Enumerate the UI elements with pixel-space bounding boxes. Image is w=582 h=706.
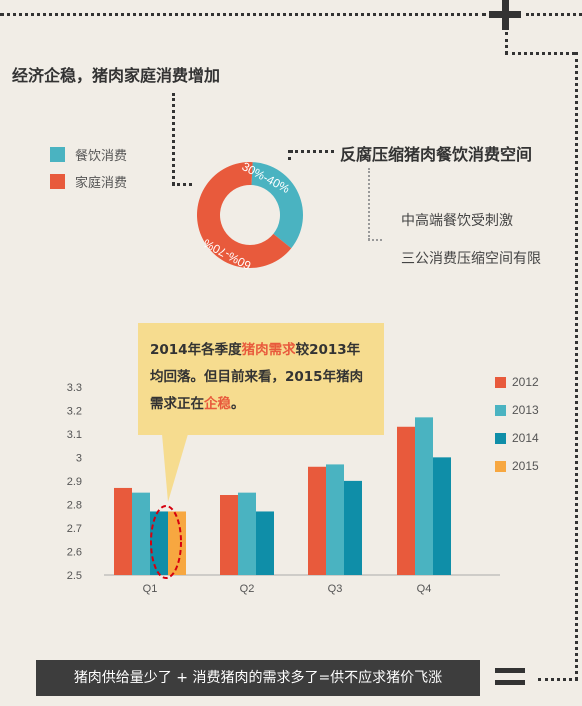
point-high-end-dining: 中高端餐饮受刺激 bbox=[401, 213, 513, 229]
equals-connector-line bbox=[538, 678, 578, 681]
footer-conclusion: 猪肉供给量少了 + 消费猪肉的需求多了=供不应求猪价飞涨 bbox=[36, 660, 480, 696]
bar-Q4-2012 bbox=[397, 426, 415, 575]
bar-Q1-2013 bbox=[132, 492, 150, 575]
y-tick-label: 3 bbox=[76, 452, 82, 464]
equals-icon-bottom bbox=[495, 680, 525, 685]
top-dotted-line bbox=[0, 13, 486, 16]
headline-left-connector bbox=[172, 93, 175, 185]
right-dotted-line bbox=[575, 52, 578, 680]
legend-swatch bbox=[495, 404, 506, 416]
legend-swatch bbox=[50, 174, 65, 189]
donut-segment-0 bbox=[251, 162, 303, 249]
donut-segment-1 bbox=[197, 162, 292, 268]
bar-legend-item: 2014 bbox=[495, 431, 539, 445]
bar-Q3-2013 bbox=[326, 464, 344, 575]
x-category-label: Q3 bbox=[328, 583, 343, 595]
callout-text-1: 2014年各季度 bbox=[150, 342, 242, 358]
bar-Q1-2015 bbox=[168, 511, 186, 575]
callout-text-3: 。 bbox=[231, 396, 245, 412]
callout-text-2: 较2013年均回落。但目前来看，2015年猪肉需求正在 bbox=[150, 342, 364, 412]
bar-Q4-2014 bbox=[433, 457, 451, 575]
bar-legend-item: 2012 bbox=[495, 375, 539, 389]
y-axis-ticks: 2.5 2.6 2.7 2.8 2.9 3 3.1 3.2 3.3 bbox=[67, 382, 82, 582]
bar-Q2-2012 bbox=[220, 495, 238, 575]
q1-highlight-circle bbox=[150, 505, 182, 579]
donut-chart: 30%-40% 60%-70% bbox=[197, 159, 303, 273]
x-category-label: Q1 bbox=[143, 583, 158, 595]
y-tick-label: 3.2 bbox=[67, 405, 82, 417]
legend-swatch bbox=[50, 147, 65, 162]
donut-segments bbox=[197, 162, 303, 268]
bar-Q2-2014 bbox=[256, 511, 274, 575]
equals-icon-top bbox=[495, 668, 525, 673]
top-right-dotted-line bbox=[526, 13, 582, 16]
callout-highlight-demand: 猪肉需求 bbox=[241, 342, 296, 358]
points-connector-h bbox=[368, 239, 382, 241]
callout-highlight-stabilize: 企稳 bbox=[204, 396, 231, 412]
bar-chart-legend: 2012 2013 2014 2015 bbox=[495, 375, 539, 487]
y-tick-label: 2.5 bbox=[67, 570, 82, 582]
callout-note: 2014年各季度猪肉需求较2013年均回落。但目前来看，2015年猪肉需求正在企… bbox=[138, 323, 384, 435]
bar-Q3-2012 bbox=[308, 466, 326, 575]
legend-swatch bbox=[495, 376, 506, 388]
point-official-consumption: 三公消费压缩空间有限 bbox=[401, 251, 541, 267]
x-axis-categories: Q1 Q2 Q3 Q4 bbox=[143, 583, 432, 595]
y-tick-label: 3.3 bbox=[67, 382, 82, 394]
bars bbox=[114, 417, 451, 575]
headline-left-connector-h bbox=[172, 183, 192, 186]
y-tick-label: 2.6 bbox=[67, 546, 82, 558]
bar-Q1-2014 bbox=[150, 511, 168, 575]
bar-Q3-2014 bbox=[344, 480, 362, 575]
x-category-label: Q2 bbox=[240, 583, 255, 595]
plus-connector-line-h bbox=[505, 52, 575, 55]
y-tick-label: 2.7 bbox=[67, 523, 82, 535]
legend-label: 2013 bbox=[512, 403, 539, 417]
legend-label: 餐饮消费 bbox=[75, 149, 128, 164]
plus-icon-vertical bbox=[502, 0, 509, 30]
headline-family-consumption: 经济企稳，猪肉家庭消费增加 bbox=[12, 66, 221, 85]
bar-chart: 2.5 2.6 2.7 2.8 2.9 3 3.1 3.2 3.3 Q1 Q2 Q3 Q4 bbox=[67, 382, 500, 595]
headline-dining-consumption: 反腐压缩猪肉餐饮消费空间 bbox=[340, 145, 533, 164]
legend-label: 家庭消费 bbox=[75, 176, 128, 191]
headline-right-connector-v bbox=[288, 150, 291, 160]
legend-swatch bbox=[495, 432, 506, 444]
donut-legend-dining: 餐饮消费 bbox=[50, 145, 127, 164]
legend-label: 2012 bbox=[512, 375, 539, 389]
donut-legend-family: 家庭消费 bbox=[50, 172, 127, 191]
bar-legend-item: 2015 bbox=[495, 459, 539, 473]
legend-label: 2015 bbox=[512, 459, 539, 473]
bar-legend-item: 2013 bbox=[495, 403, 539, 417]
y-tick-label: 2.9 bbox=[67, 476, 82, 488]
points-connector-v bbox=[368, 168, 370, 240]
legend-swatch bbox=[495, 460, 506, 472]
x-category-label: Q4 bbox=[417, 583, 432, 595]
bar-Q1-2012 bbox=[114, 487, 132, 575]
bar-Q2-2013 bbox=[238, 492, 256, 575]
headline-right-connector bbox=[290, 150, 334, 153]
plus-connector-line bbox=[505, 32, 508, 54]
legend-label: 2014 bbox=[512, 431, 539, 445]
y-tick-label: 3.1 bbox=[67, 429, 82, 441]
callout-pointer bbox=[162, 434, 188, 502]
bar-Q4-2013 bbox=[415, 417, 433, 575]
y-tick-label: 2.8 bbox=[67, 499, 82, 511]
